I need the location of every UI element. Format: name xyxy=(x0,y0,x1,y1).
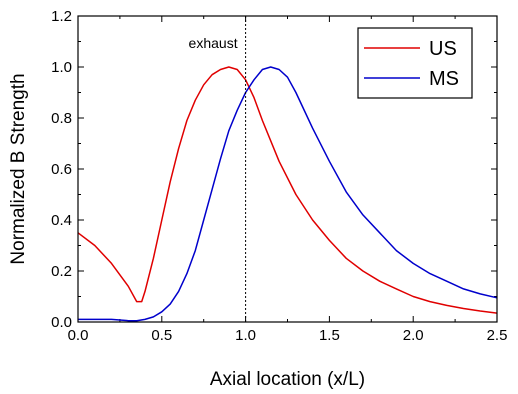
y-axis-title: Normalized B Strength xyxy=(8,73,29,264)
x-tick-label: 2.0 xyxy=(403,327,424,344)
y-tick-label: 0.0 xyxy=(51,314,72,331)
y-tick-label: 0.2 xyxy=(51,263,72,280)
x-tick-label: 1.5 xyxy=(319,327,340,344)
x-tick-label: 0.5 xyxy=(151,327,172,344)
plot-frame xyxy=(77,15,498,323)
x-tick-label: 1.0 xyxy=(235,327,256,344)
y-tick-label: 0.4 xyxy=(51,212,72,229)
y-tick-label: 0.8 xyxy=(51,110,72,127)
series-line-ms xyxy=(78,66,498,322)
legend: US MS xyxy=(357,27,473,99)
legend-label-us: US xyxy=(429,38,457,60)
y-tick-label: 1.0 xyxy=(51,59,72,76)
exhaust-annotation: exhaust xyxy=(189,35,238,51)
x-tick-label: 0.0 xyxy=(68,327,89,344)
series-layer xyxy=(77,66,498,322)
x-tick-label: 2.5 xyxy=(487,327,508,344)
y-tick-label: 0.6 xyxy=(51,161,72,178)
series-line-us xyxy=(77,66,498,314)
y-tick-label: 1.2 xyxy=(51,8,72,25)
legend-label-ms: MS xyxy=(429,68,459,90)
legend-box xyxy=(357,27,473,99)
x-axis-title: Axial location (x/L) xyxy=(210,369,365,390)
